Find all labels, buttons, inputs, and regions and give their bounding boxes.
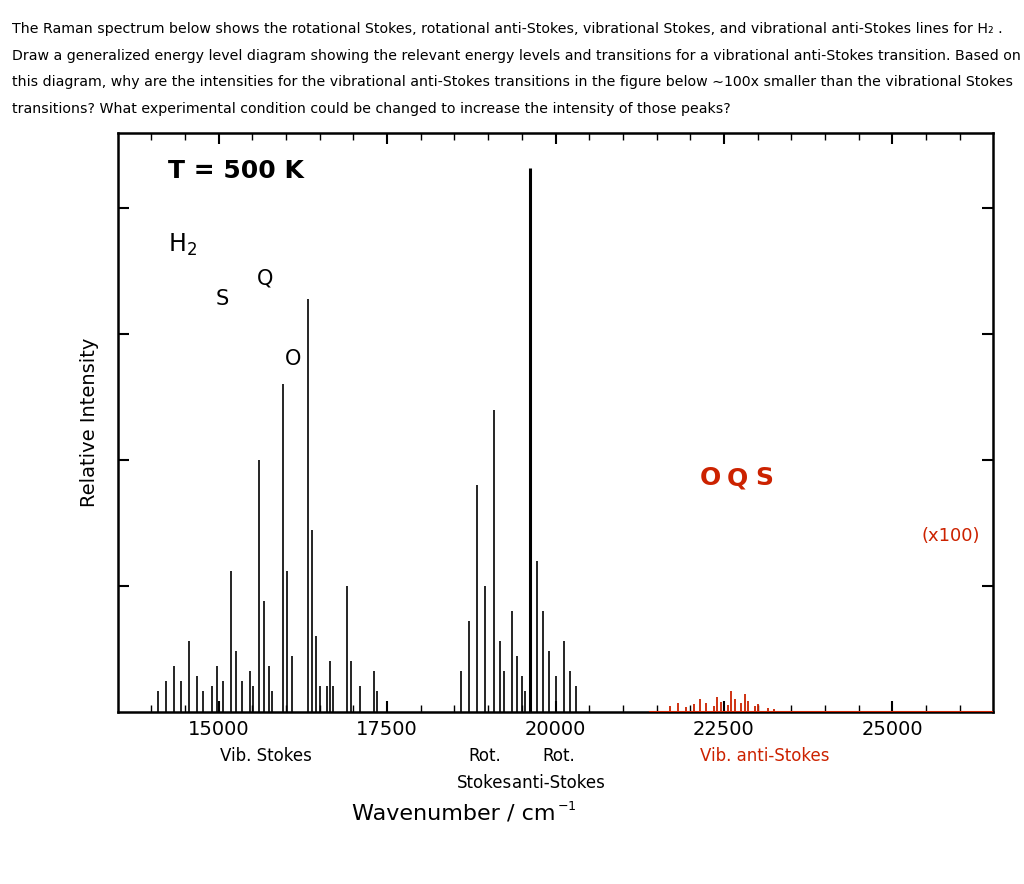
Text: T = 500 K: T = 500 K bbox=[168, 159, 304, 183]
Text: Vib. anti-Stokes: Vib. anti-Stokes bbox=[699, 747, 829, 765]
Text: $^{-1}$: $^{-1}$ bbox=[557, 803, 577, 820]
Text: Vib. Stokes: Vib. Stokes bbox=[220, 747, 312, 765]
Text: O: O bbox=[285, 349, 301, 370]
Text: Q: Q bbox=[727, 466, 748, 490]
Text: $\mathregular{H_2}$: $\mathregular{H_2}$ bbox=[168, 232, 198, 258]
Text: O: O bbox=[699, 466, 721, 490]
Text: Q: Q bbox=[256, 269, 272, 289]
Text: this diagram, why are the intensities for the vibrational anti-Stokes transition: this diagram, why are the intensities fo… bbox=[12, 75, 1014, 89]
Text: Rot.: Rot. bbox=[543, 747, 575, 765]
Text: Stokes: Stokes bbox=[457, 774, 512, 791]
Text: Rot.: Rot. bbox=[468, 747, 501, 765]
Text: Wavenumber / cm: Wavenumber / cm bbox=[352, 804, 555, 824]
Text: S: S bbox=[756, 466, 773, 490]
Text: transitions? What experimental condition could be changed to increase the intens: transitions? What experimental condition… bbox=[12, 102, 731, 116]
Text: anti-Stokes: anti-Stokes bbox=[512, 774, 605, 791]
Y-axis label: Relative Intensity: Relative Intensity bbox=[80, 338, 99, 507]
Text: (x100): (x100) bbox=[922, 528, 980, 545]
Text: S: S bbox=[215, 289, 228, 309]
Text: Draw a generalized energy level diagram showing the relevant energy levels and t: Draw a generalized energy level diagram … bbox=[12, 49, 1021, 63]
Text: The Raman spectrum below shows the rotational Stokes, rotational anti-Stokes, vi: The Raman spectrum below shows the rotat… bbox=[12, 22, 1002, 36]
